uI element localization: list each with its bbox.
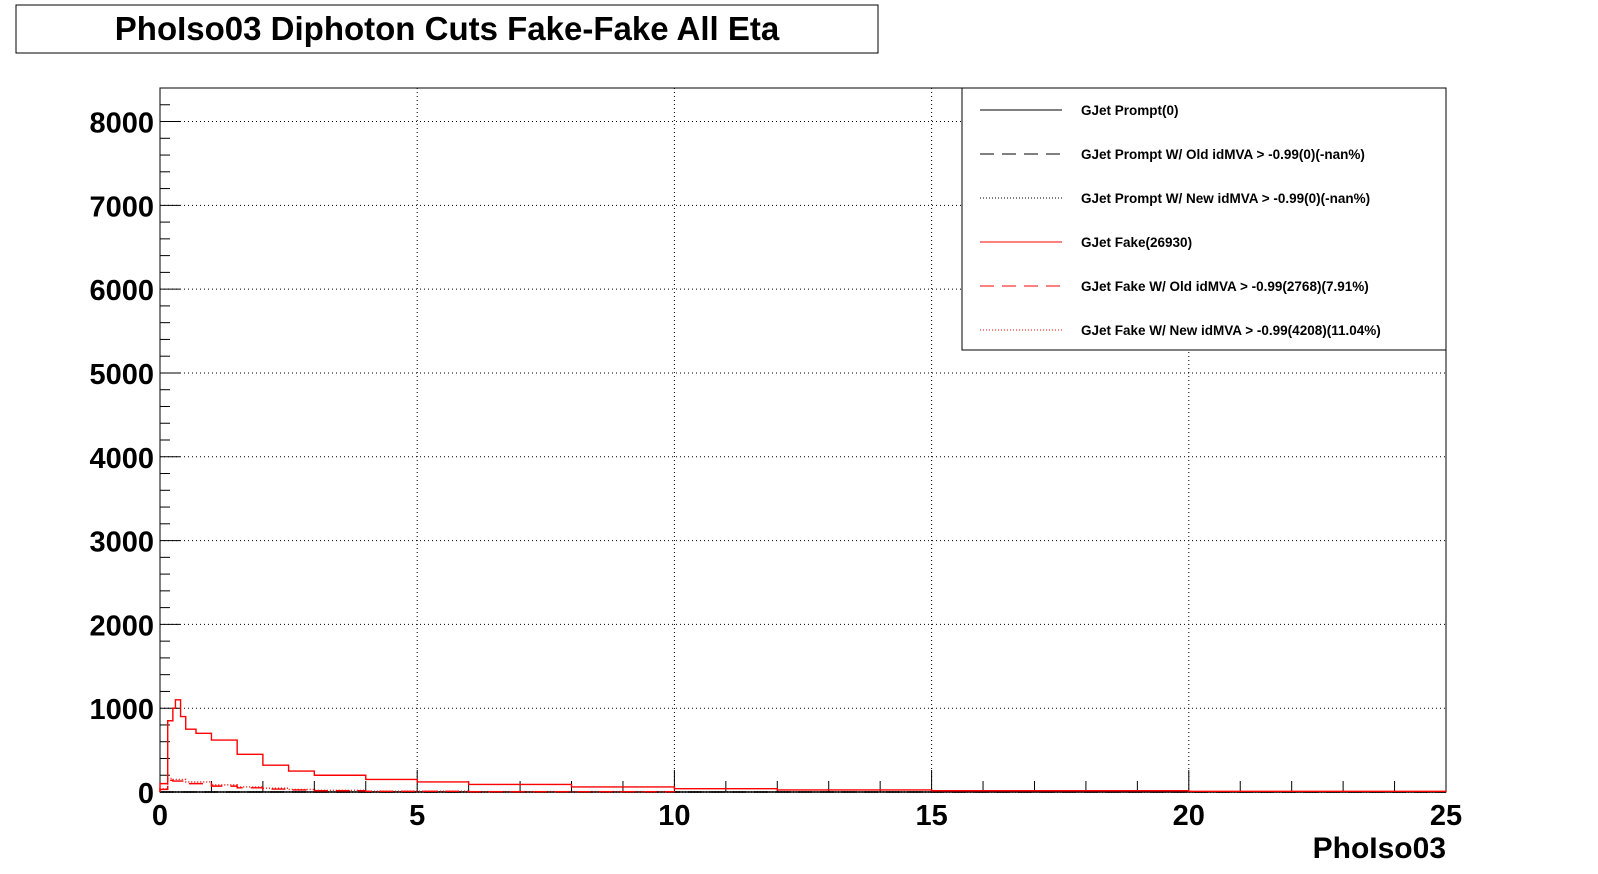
x-tick-label: 25 (1430, 800, 1462, 832)
legend: GJet Prompt(0) GJet Prompt W/ Old idMVA … (961, 87, 1447, 351)
legend-label: GJet Prompt W/ Old idMVA > -0.99(0)(-nan… (1081, 147, 1365, 162)
series-line-3 (159, 699, 1447, 793)
legend-label: GJet Fake W/ Old idMVA > -0.99(2768)(7.9… (1081, 279, 1369, 294)
legend-label: GJet Fake(26930) (1081, 235, 1192, 250)
y-tick-label: 6000 (89, 275, 154, 307)
x-tick-label: 5 (409, 800, 425, 832)
legend-label: GJet Fake W/ New idMVA > -0.99(4208)(11.… (1081, 323, 1381, 338)
chart-title: PhoIso03 Diphoton Cuts Fake-Fake All Eta (115, 10, 780, 47)
y-tick-label: 2000 (89, 610, 154, 642)
y-tick-label: 0 (138, 778, 154, 810)
title-box: PhoIso03 Diphoton Cuts Fake-Fake All Eta (15, 4, 879, 54)
y-tick-labels: 0 1000 2000 3000 4000 5000 6000 7000 800… (89, 108, 154, 810)
legend-label: GJet Prompt(0) (1081, 103, 1179, 118)
y-tick-label: 8000 (89, 108, 154, 140)
series-layer (159, 699, 1447, 793)
x-axis-title: PhoIso03 (1313, 832, 1446, 865)
y-tick-label: 5000 (89, 359, 154, 391)
x-tick-label: 0 (152, 800, 168, 832)
x-tick-label: 20 (1173, 800, 1205, 832)
x-tick-label: 15 (915, 800, 947, 832)
plot-area (159, 87, 1447, 793)
legend-entries: GJet Prompt(0) GJet Prompt W/ Old idMVA … (980, 103, 1381, 338)
x-tick-label: 10 (658, 800, 690, 832)
legend-label: GJet Prompt W/ New idMVA > -0.99(0)(-nan… (1081, 191, 1370, 206)
series-line-5 (159, 777, 676, 793)
y-tick-label: 7000 (89, 191, 154, 223)
title-frame (15, 4, 879, 54)
y-tick-label: 3000 (89, 527, 154, 559)
x-tick-labels: 0 5 10 15 20 25 (152, 800, 1462, 832)
grid (160, 88, 1446, 792)
y-tick-label: 1000 (89, 694, 154, 726)
legend-frame (961, 87, 1447, 351)
y-tick-label: 4000 (89, 443, 154, 475)
